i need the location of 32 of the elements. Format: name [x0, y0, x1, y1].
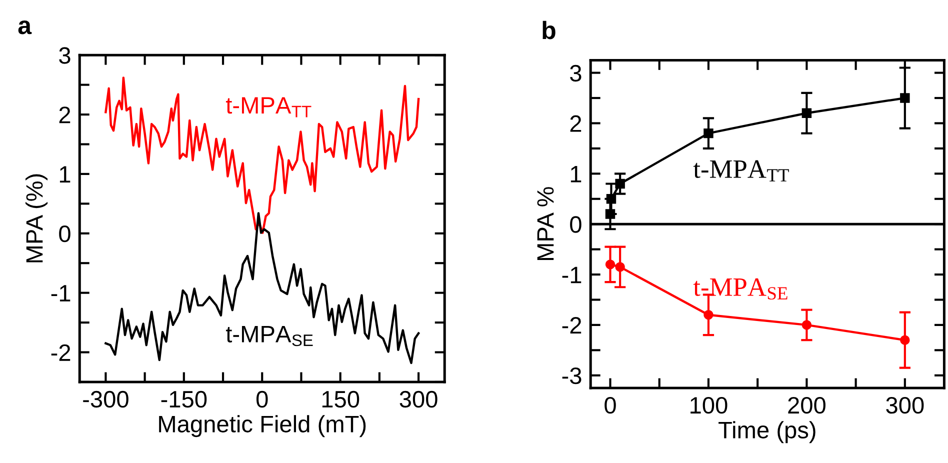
- y-axis-title: MPA (%): [26, 174, 48, 262]
- y-tick-label: 0: [570, 216, 582, 233]
- chart-title: b: [542, 20, 556, 40]
- y-tick-label: -1: [51, 285, 70, 302]
- y-tick-label: -2: [562, 317, 582, 334]
- x-tick-label: 200: [788, 396, 826, 414]
- x-tick-label: 0: [604, 396, 616, 414]
- series-label: t-MPA$_{SE}$: [226, 326, 313, 346]
- x-tick-label: 300: [886, 396, 924, 414]
- y-tick-label: -2: [51, 344, 70, 361]
- y-tick-label: 0: [59, 225, 70, 242]
- y-tick-label: 2: [59, 106, 70, 124]
- y-tick-label: 3: [59, 47, 70, 64]
- y-tick-label: 3: [570, 64, 582, 82]
- x-tick-label: 150: [322, 390, 360, 408]
- x-tick-label: 300: [400, 390, 438, 408]
- chart-title: a: [18, 20, 32, 34]
- x-tick-label: 100: [690, 396, 728, 414]
- x-tick-label: -300: [83, 390, 128, 408]
- y-tick-label: 2: [570, 115, 582, 132]
- y-tick-label: 1: [60, 166, 70, 183]
- series-label: t-MPA$_{SE}$: [693, 278, 788, 300]
- x-axis-title: Time (ps): [718, 421, 816, 444]
- y-axis-title: MPA %: [537, 187, 554, 260]
- series-label: t-MPA$_{TT}$: [693, 160, 789, 182]
- y-tick-label: -1: [562, 266, 582, 284]
- y-tick-label: 1: [570, 166, 582, 182]
- x-tick-label: -150: [161, 390, 207, 408]
- y-tick-label: -3: [562, 367, 582, 384]
- x-axis-title: Magnetic Field (mT): [159, 415, 366, 438]
- x-tick-label: 0: [256, 390, 268, 408]
- series-label: t-MPA$_{TT}$: [226, 97, 312, 118]
